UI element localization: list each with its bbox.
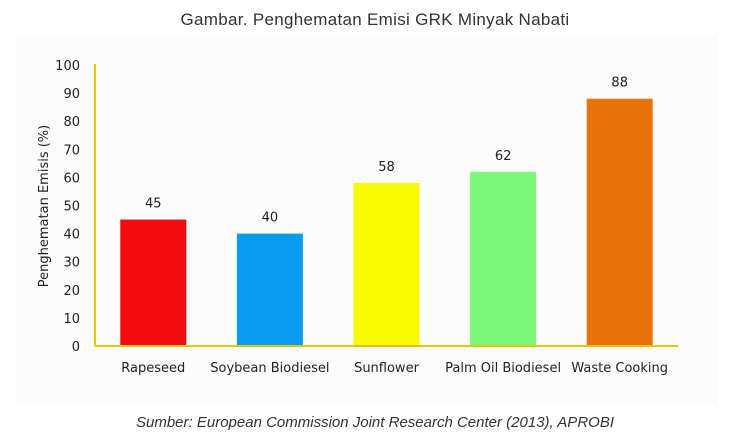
x-tick-label: Palm Oil Biodiesel [445,361,561,376]
y-tick-label: 60 [63,171,80,186]
y-axis-ticks: 0 10 20 30 40 50 60 70 80 90 100 [55,59,80,355]
y-tick-label: 100 [55,59,80,74]
y-axis-title: Penghematan Emisis (%) [37,125,52,287]
y-tick-label: 80 [63,115,80,130]
y-tick-label: 30 [63,256,80,271]
x-tick-label: Waste Cooking [571,361,668,376]
bar [120,219,187,346]
bar [586,98,653,346]
value-label: 58 [378,160,395,175]
y-tick-label: 0 [72,340,80,355]
bar [236,233,303,346]
value-labels: 45 40 58 62 88 [145,76,628,226]
bars [120,98,653,346]
y-tick-label: 70 [63,143,80,158]
y-tick-label: 20 [63,284,80,299]
bar [470,171,537,346]
value-label: 62 [495,149,512,164]
y-tick-label: 40 [63,228,80,243]
x-tick-label: Sunflower [354,361,420,376]
value-label: 45 [145,197,162,212]
x-tick-label: Soybean Biodiesel [210,361,329,376]
value-label: 40 [262,211,279,226]
x-tick-label: Rapeseed [121,361,185,376]
y-tick-label: 90 [63,87,80,102]
chart-title: Gambar. Penghematan Emisi GRK Minyak Nab… [180,10,570,29]
bar [353,183,420,346]
x-axis-labels: Rapeseed Soybean Biodiesel Sunflower Palm O… [121,361,668,376]
source-note: Sumber: European Commission Joint Resear… [136,414,614,431]
y-tick-label: 10 [63,312,80,327]
y-tick-label: 50 [63,200,80,215]
value-label: 88 [611,76,628,91]
